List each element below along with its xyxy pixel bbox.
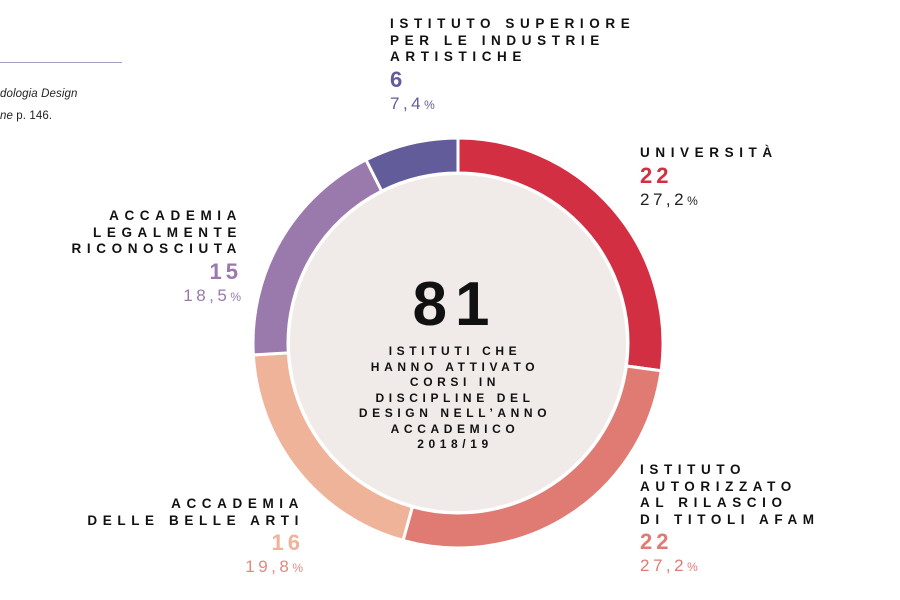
- source-note-italic: ne: [0, 110, 13, 122]
- caption-line: ACCADEMICO: [390, 421, 520, 436]
- slice-value: 22: [640, 529, 673, 554]
- slice-percent: 27,2%: [640, 189, 699, 209]
- caption-line: DISCIPLINE DEL: [375, 390, 535, 405]
- slice-name-line: DI TITOLI AFAM: [640, 511, 820, 527]
- slice-name-line: DELLE BELLE ARTI: [87, 512, 304, 528]
- slice-name-line: ARTISTICHE: [390, 49, 527, 64]
- slice-name-line: UNIVERSITÀ: [640, 145, 778, 160]
- label-accademia-riconosciuta: ACCADEMIA LEGALMENTE RICONOSCIUTA 15 18,…: [72, 208, 242, 308]
- label-isia: ISTITUTO SUPERIORE PER LE INDUSTRIE ARTI…: [390, 16, 635, 116]
- label-universita: UNIVERSITÀ 22 27,2%: [640, 145, 778, 212]
- slice-percent: 7,4%: [390, 93, 436, 113]
- slice-name-line: PER LE INDUSTRIE: [390, 32, 605, 48]
- label-accademia-belle-arti: ACCADEMIA DELLE BELLE ARTI 16 19,8%: [87, 496, 304, 579]
- slice-name-line: AL RILASCIO: [640, 495, 788, 510]
- header-rule: [0, 62, 122, 63]
- caption-line: ISTITUTI CHE: [388, 344, 522, 358]
- slice-percent: 27,2%: [640, 556, 699, 575]
- slice-name-line: ACCADEMIA: [171, 496, 304, 511]
- caption-line: CORSI IN: [409, 375, 501, 389]
- donut-slice-4: [363, 136, 460, 194]
- slice-name-line: RICONOSCIUTA: [71, 241, 242, 256]
- caption-line: 2018/19: [417, 437, 493, 451]
- slice-percent: 19,8%: [245, 557, 304, 576]
- slice-value: 6: [390, 66, 407, 92]
- slice-percent: 18,5%: [183, 285, 242, 305]
- total-value: 81: [412, 270, 498, 339]
- caption-line: HANNO ATTIVATO: [370, 359, 540, 374]
- slice-value: 22: [640, 162, 673, 188]
- slice-value: 15: [209, 258, 242, 284]
- slice-name-line: ACCADEMIA: [109, 208, 242, 223]
- source-note-line-2: ne p. 146.: [0, 110, 52, 122]
- source-note-line-1: dologia Design: [0, 88, 78, 100]
- slice-name-line: ISTITUTO: [640, 462, 747, 477]
- source-note-page: p. 146.: [13, 110, 53, 122]
- slice-name-line: LEGALMENTE: [93, 224, 242, 240]
- label-istituto-afam: ISTITUTO AUTORIZZATO AL RILASCIO DI TITO…: [640, 462, 820, 578]
- slice-value: 16: [271, 530, 304, 555]
- caption-line: DESIGN NELL’ANNO: [358, 406, 552, 420]
- slice-name-line: ISTITUTO SUPERIORE: [390, 16, 636, 31]
- slice-name-line: AUTORIZZATO: [640, 478, 797, 494]
- total-caption: ISTITUTI CHE HANNO ATTIVATO CORSI IN DIS…: [315, 344, 595, 453]
- donut-center-disc: [290, 175, 626, 511]
